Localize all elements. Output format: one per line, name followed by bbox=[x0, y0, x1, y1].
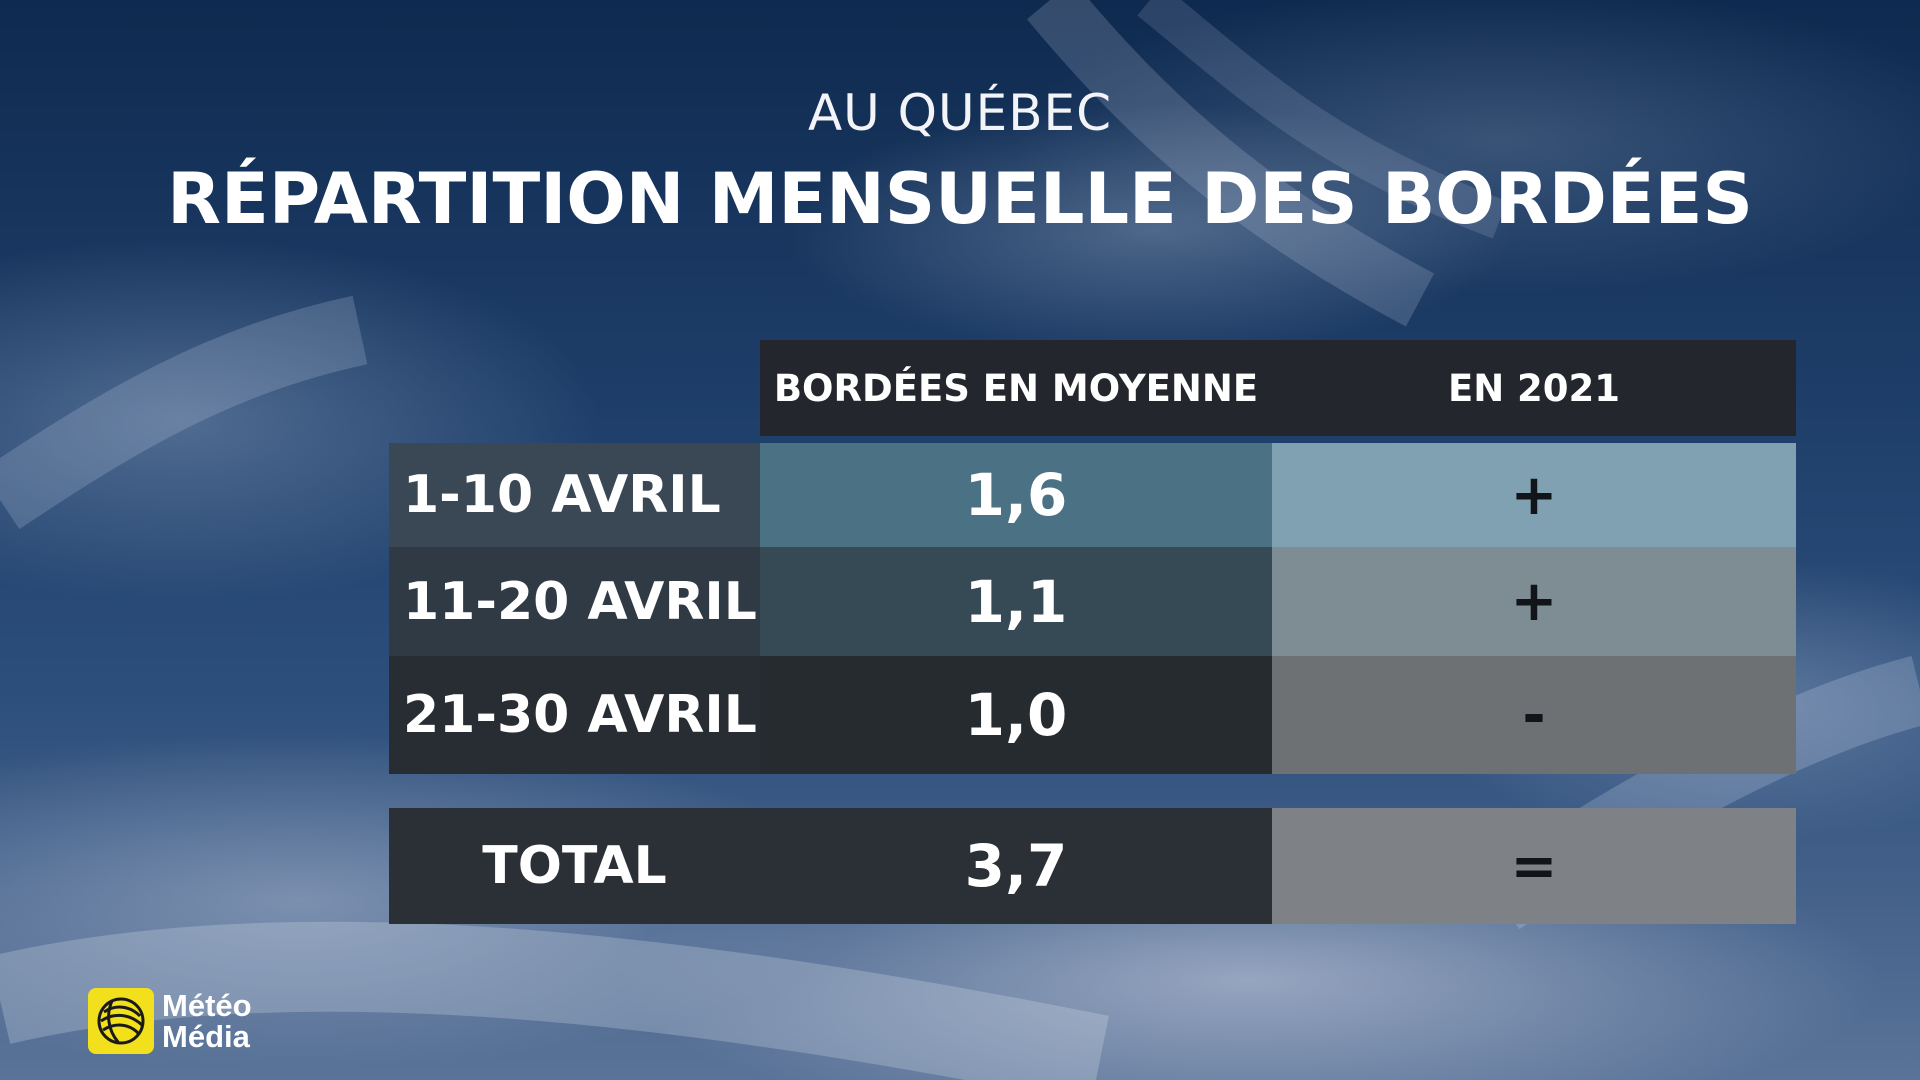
logo-line-2: Média bbox=[162, 1019, 250, 1054]
globe-icon bbox=[88, 988, 154, 1054]
row-label: 1-10 AVRIL bbox=[389, 443, 760, 547]
row-2021-indicator: + bbox=[1272, 547, 1796, 656]
column-header-average: BORDÉES EN MOYENNE bbox=[760, 340, 1272, 436]
row-average-value: 1,6 bbox=[760, 443, 1272, 547]
meteomedia-logo: Météo Média bbox=[88, 988, 252, 1054]
total-average-value: 3,7 bbox=[760, 808, 1272, 924]
row-2021-indicator: + bbox=[1272, 443, 1796, 547]
logo-text: Météo Média bbox=[162, 990, 252, 1052]
logo-line-1: Météo bbox=[162, 988, 252, 1023]
column-header-2021: EN 2021 bbox=[1272, 340, 1796, 436]
total-2021-indicator: = bbox=[1272, 808, 1796, 924]
row-label: 11-20 AVRIL bbox=[389, 547, 760, 656]
title-block: AU QUÉBEC RÉPARTITION MENSUELLE DES BORD… bbox=[0, 78, 1920, 244]
row-2021-indicator: - bbox=[1272, 656, 1796, 774]
page-title: RÉPARTITION MENSUELLE DES BORDÉES bbox=[167, 158, 1753, 240]
row-average-value: 1,1 bbox=[760, 547, 1272, 656]
row-label: 21-30 AVRIL bbox=[389, 656, 760, 774]
total-label: TOTAL bbox=[389, 808, 760, 924]
page-subtitle: AU QUÉBEC bbox=[807, 84, 1113, 142]
row-average-value: 1,0 bbox=[760, 656, 1272, 774]
